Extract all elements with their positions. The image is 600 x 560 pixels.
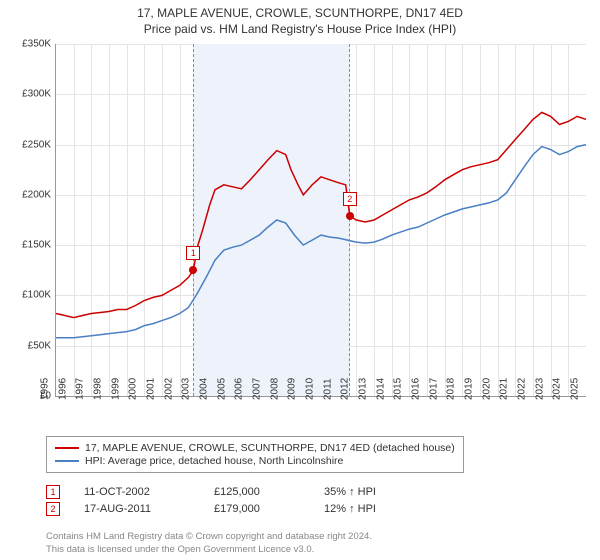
x-axis-label: 2002: [163, 378, 174, 400]
y-axis-label: £150K: [22, 240, 51, 251]
event-hpi: 12% ↑ HPI: [324, 503, 376, 515]
x-axis-label: 2007: [252, 378, 263, 400]
legend-swatch: [55, 460, 79, 462]
series-line: [56, 145, 586, 338]
x-axis-label: 2020: [481, 378, 492, 400]
event-date: 11-OCT-2002: [84, 486, 214, 498]
x-axis-label: 1999: [110, 378, 121, 400]
marker-dot: [346, 212, 354, 220]
x-axis-label: 2006: [234, 378, 245, 400]
x-axis-label: 2017: [428, 378, 439, 400]
marker-label: 2: [343, 192, 357, 206]
event-price: £125,000: [214, 486, 324, 498]
legend-item: HPI: Average price, detached house, Nort…: [55, 455, 455, 467]
y-axis-label: £350K: [22, 39, 51, 50]
event-date: 17-AUG-2011: [84, 503, 214, 515]
x-axis-label: 2000: [128, 378, 139, 400]
event-marker-icon: 1: [46, 485, 60, 499]
series-line: [56, 112, 586, 317]
x-axis-label: 2005: [216, 378, 227, 400]
x-axis-label: 2010: [305, 378, 316, 400]
x-axis-label: 2024: [552, 378, 563, 400]
event-hpi: 35% ↑ HPI: [324, 486, 376, 498]
x-axis-label: 1997: [75, 378, 86, 400]
event-price: £179,000: [214, 503, 324, 515]
x-axis-label: 2016: [411, 378, 422, 400]
x-axis-label: 1996: [57, 378, 68, 400]
events-table: 1 11-OCT-2002 £125,000 35% ↑ HPI 2 17-AU…: [46, 482, 376, 519]
x-axis-label: 2008: [269, 378, 280, 400]
marker-label: 1: [186, 246, 200, 260]
y-axis-label: £200K: [22, 189, 51, 200]
x-axis-label: 2023: [534, 378, 545, 400]
title-block: 17, MAPLE AVENUE, CROWLE, SCUNTHORPE, DN…: [0, 0, 600, 36]
x-axis-label: 2019: [464, 378, 475, 400]
x-axis-label: 2025: [570, 378, 581, 400]
footer-line: This data is licensed under the Open Gov…: [46, 544, 372, 556]
x-axis-label: 2004: [199, 378, 210, 400]
event-row: 2 17-AUG-2011 £179,000 12% ↑ HPI: [46, 502, 376, 516]
x-axis-label: 1995: [40, 378, 51, 400]
event-row: 1 11-OCT-2002 £125,000 35% ↑ HPI: [46, 485, 376, 499]
x-axis-label: 2012: [340, 378, 351, 400]
x-axis-label: 2015: [393, 378, 404, 400]
x-axis-label: 2009: [287, 378, 298, 400]
title-address: 17, MAPLE AVENUE, CROWLE, SCUNTHORPE, DN…: [0, 6, 600, 20]
x-axis-label: 2011: [322, 378, 333, 400]
y-axis-label: £50K: [28, 340, 51, 351]
x-axis-label: 2001: [146, 378, 157, 400]
event-marker-icon: 2: [46, 502, 60, 516]
title-subtitle: Price paid vs. HM Land Registry's House …: [0, 22, 600, 36]
chart-plot-area: £0£50K£100K£150K£200K£250K£300K£350K1995…: [55, 44, 586, 397]
legend-label: 17, MAPLE AVENUE, CROWLE, SCUNTHORPE, DN…: [85, 442, 455, 454]
legend-label: HPI: Average price, detached house, Nort…: [85, 455, 343, 467]
x-axis-label: 2022: [517, 378, 528, 400]
x-axis-label: 2013: [358, 378, 369, 400]
y-axis-label: £100K: [22, 290, 51, 301]
x-axis-label: 2014: [375, 378, 386, 400]
y-axis-label: £250K: [22, 139, 51, 150]
footer-line: Contains HM Land Registry data © Crown c…: [46, 531, 372, 543]
legend-item: 17, MAPLE AVENUE, CROWLE, SCUNTHORPE, DN…: [55, 442, 455, 454]
marker-dot: [189, 266, 197, 274]
x-axis-label: 2021: [499, 378, 510, 400]
legend-swatch: [55, 447, 79, 449]
x-axis-label: 2018: [446, 378, 457, 400]
chart-container: 17, MAPLE AVENUE, CROWLE, SCUNTHORPE, DN…: [0, 0, 600, 560]
y-axis-label: £300K: [22, 89, 51, 100]
footer-attribution: Contains HM Land Registry data © Crown c…: [46, 531, 372, 556]
legend-box: 17, MAPLE AVENUE, CROWLE, SCUNTHORPE, DN…: [46, 436, 464, 473]
x-axis-label: 1998: [93, 378, 104, 400]
x-axis-label: 2003: [181, 378, 192, 400]
chart-lines-svg: [56, 44, 586, 396]
